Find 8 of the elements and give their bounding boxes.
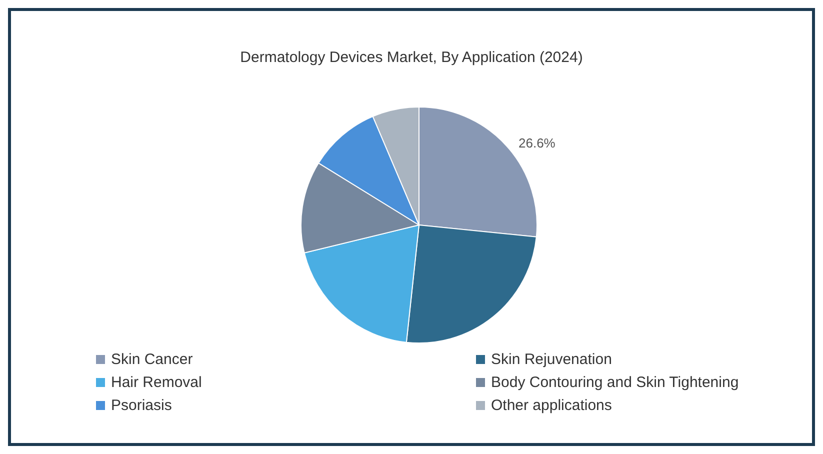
legend-label: Skin Cancer [111,351,193,368]
legend-label: Other applications [491,397,612,414]
data-label: 26.6% [518,136,556,151]
legend-label: Skin Rejuvenation [491,351,612,368]
chart-title: Dermatology Devices Market, By Application (2024) [240,49,583,66]
legend-label: Psoriasis [111,397,172,414]
legend-label: Hair Removal [111,374,202,391]
legend-label: Body Contouring and Skin Tightening [491,374,739,391]
